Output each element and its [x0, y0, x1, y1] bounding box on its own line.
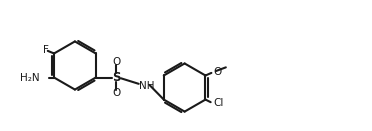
Text: O: O [112, 88, 120, 98]
Text: O: O [112, 57, 120, 67]
Text: O: O [214, 67, 222, 77]
Text: F: F [43, 45, 49, 55]
Text: NH: NH [140, 81, 155, 91]
Text: H₂N: H₂N [20, 73, 40, 83]
Text: Cl: Cl [214, 98, 224, 108]
Text: S: S [112, 71, 121, 84]
